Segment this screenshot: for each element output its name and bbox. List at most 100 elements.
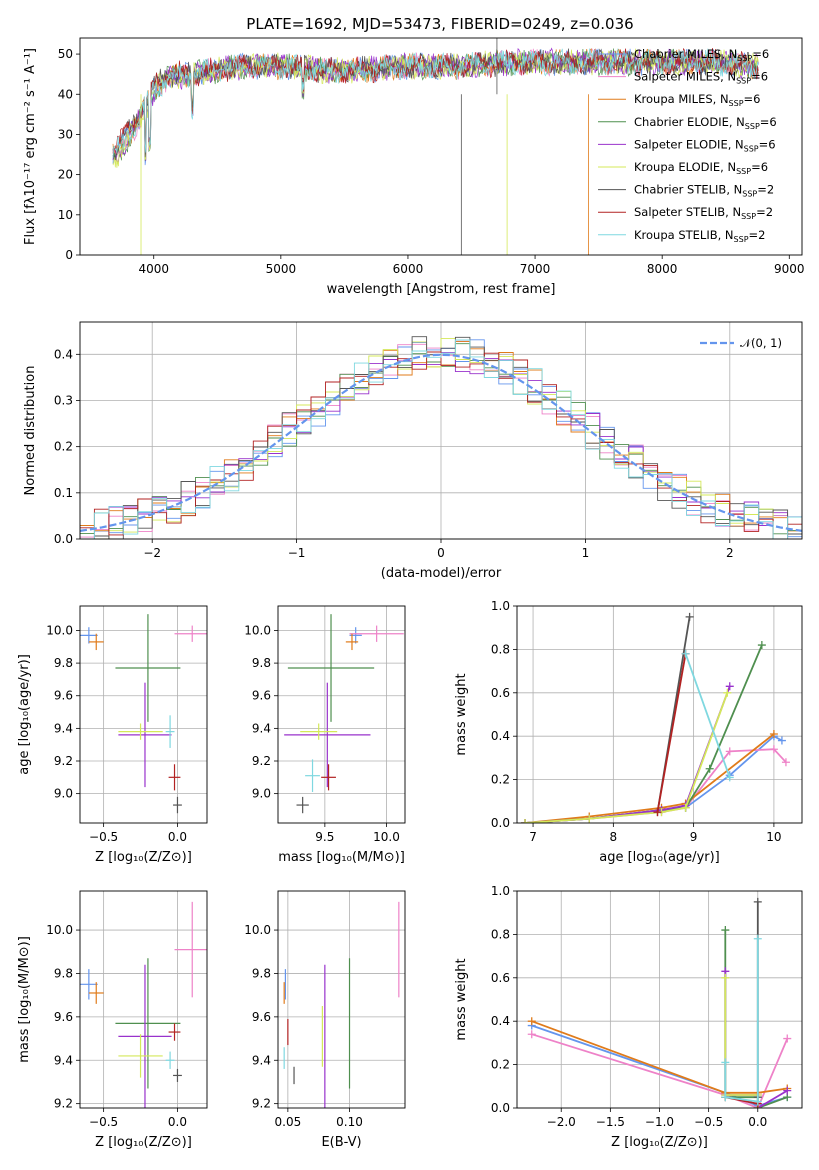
weight-line-6 (724, 977, 759, 1108)
normal-curve (80, 353, 802, 532)
weight-marker (721, 1058, 730, 1067)
x-tick-label: −0.5 (694, 1115, 723, 1129)
errorbar-point (88, 982, 104, 1004)
y-tick-label: 30 (58, 127, 73, 141)
errorbar-point (88, 633, 104, 651)
y-tick-label: 1.0 (491, 884, 510, 898)
massweight-vs-Z-ticks: −2.0 −1.5 −1.0 −0.5 0.0 0.0 0.2 0.4 0.6 0.8 1.0 (491, 884, 767, 1129)
y-tick-label: 50 (58, 47, 73, 61)
x-axis-label: Z [log₁₀(Z/Z⊙)] (95, 1135, 192, 1150)
x-tick-label: −0.5 (89, 830, 118, 844)
spectrum-ticks: 4000 5000 6000 7000 8000 9000 0 10 20 30 40 50 (58, 47, 805, 276)
axes-frame (79, 321, 803, 540)
weight-marker (769, 730, 778, 739)
x-tick-label: −1.5 (596, 1115, 625, 1129)
x-tick-label: 7 (529, 830, 537, 844)
massweight-vs-Z-grid (517, 890, 802, 1109)
errorbar-point (287, 614, 375, 722)
y-tick-label: 9.8 (252, 656, 271, 670)
errorbar-point (165, 1051, 175, 1069)
x-axis-label: Z [log₁₀(Z/Z⊙)] (95, 850, 192, 865)
legend-sub: SSP (744, 144, 759, 153)
y-axis-label: mass [log₁₀(M/M⊙)] (17, 936, 32, 1063)
weight-marker (527, 1030, 536, 1039)
errorbar-point (349, 627, 362, 644)
y-tick-label: 9.4 (252, 721, 271, 735)
mass-vs-EBV-grid (278, 891, 405, 1108)
x-axis-label: (data-model)/error (381, 566, 502, 581)
legend-entry: Kroupa ELODIE, NSSP=6 (634, 160, 768, 176)
weight-line-8 (656, 653, 687, 813)
y-tick-label: 9.4 (54, 1053, 73, 1067)
weight-marker (777, 736, 786, 745)
legend-entry: Chabrier MILES, NSSP=6 (634, 47, 769, 63)
x-tick-label: 0.05 (275, 1115, 302, 1129)
errorbar-point (174, 625, 207, 642)
errorbar-point (173, 1068, 182, 1082)
y-tick-label: 9.4 (54, 721, 73, 735)
x-tick-label: 10.0 (373, 830, 400, 844)
legend-name: Salpeter ELODIE, N (634, 137, 744, 151)
spectrum-plot-area (112, 38, 759, 255)
errorbar-point (80, 627, 98, 644)
x-tick-label: 8 (610, 830, 618, 844)
x-tick-label: 0.0 (168, 1115, 187, 1129)
age-vs-mass-grid (278, 606, 405, 823)
spectrum-line-9 (112, 48, 759, 158)
y-tick-label: 0 (65, 248, 73, 262)
histogram-step-8 (80, 351, 802, 539)
mass-vs-Z-grid (80, 891, 207, 1108)
spectrum-panel: 4000 5000 6000 7000 8000 9000 0 10 20 30 40 50 wavel… (23, 37, 805, 297)
y-tick-label: 0.2 (54, 440, 73, 454)
massweight-vs-Z-plot-area (527, 897, 792, 1108)
legend-name: Chabrier MILES, N (634, 47, 737, 61)
y-tick-label: 0.2 (491, 1058, 510, 1072)
legend-suffix: =6 (751, 160, 768, 174)
legend-name: Kroupa ELODIE, N (634, 160, 736, 174)
legend-suffix: =2 (749, 228, 766, 242)
y-tick-label: 0.4 (491, 729, 510, 743)
y-tick-label: 0.4 (491, 1014, 510, 1028)
axes-frame (79, 37, 803, 256)
y-tick-label: 10.0 (46, 923, 73, 937)
legend-sub: SSP (734, 235, 749, 244)
x-tick-label: 4000 (138, 262, 169, 276)
legend-entry: Chabrier STELIB, NSSP=2 (634, 183, 774, 199)
residuals-ticks: −2 −1 0 1 2 0.0 0.1 0.2 0.3 0.4 (54, 347, 734, 560)
age-vs-Z-ticks: −0.5 0.0 9.0 9.2 9.4 9.6 9.8 10.0 (46, 623, 187, 844)
y-tick-label: 9.4 (252, 1053, 271, 1067)
weight-marker (721, 1093, 730, 1102)
y-tick-label: 0.8 (491, 927, 510, 941)
legend-entry: Salpeter MILES, NSSP=6 (634, 70, 768, 86)
figure-title: PLATE=1692, MJD=53473, FIBERID=0249, z=0… (246, 15, 633, 33)
weight-marker (527, 1017, 536, 1026)
y-tick-label: 0.0 (491, 816, 510, 830)
weight-marker (753, 1097, 762, 1106)
x-tick-label: −2.0 (547, 1115, 576, 1129)
y-tick-label: 10.0 (244, 923, 271, 937)
weight-marker (783, 1034, 792, 1043)
weight-marker (725, 682, 734, 691)
y-tick-label: 9.8 (54, 966, 73, 980)
weight-marker (725, 773, 734, 782)
legend-suffix: =6 (752, 47, 769, 61)
x-tick-label: 0 (437, 546, 445, 560)
weight-line-4 (524, 644, 763, 823)
x-tick-label: 2 (726, 546, 734, 560)
x-tick-label: 10 (766, 830, 781, 844)
weight-marker (521, 819, 530, 823)
errorbar-point (349, 625, 404, 642)
y-tick-label: 10 (58, 208, 73, 222)
x-tick-label: 7000 (520, 262, 551, 276)
y-tick-label: 0.6 (491, 686, 510, 700)
age-vs-Z-grid (80, 606, 207, 823)
age-vs-Z-plot-area (80, 614, 207, 814)
weight-line-5 (524, 685, 731, 823)
mass-vs-Z-panel: −0.5 0.0 9.2 9.4 9.6 9.8 10.0 Z [log₁₀(Z/Z⊙)] ma… (17, 890, 208, 1150)
errorbar-point (115, 958, 181, 1089)
weight-marker (757, 641, 766, 650)
weight-marker (781, 758, 790, 767)
y-tick-label: 9.8 (252, 966, 271, 980)
axes-frame (79, 890, 208, 1109)
